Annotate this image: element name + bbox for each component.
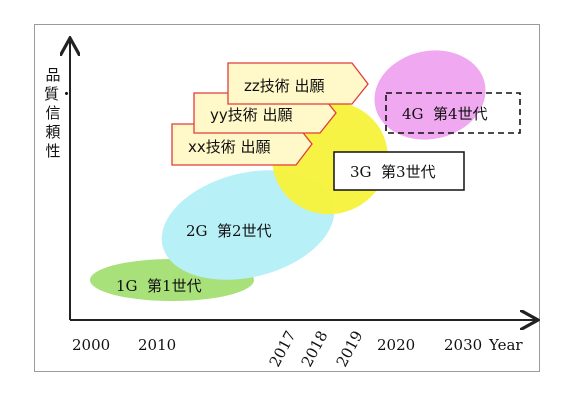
- gen1-label: 1G 第1世代: [116, 277, 202, 295]
- application-zz-arrow: zz技術 出願: [227, 62, 369, 105]
- gen4-ellipse: [374, 50, 486, 140]
- x-tick-2030: 2030: [444, 336, 482, 354]
- x-tick-2018: 2018: [298, 328, 332, 370]
- gen4-label: 4G 第4世代: [402, 105, 488, 123]
- gen2-label: 2G 第2世代: [186, 222, 272, 240]
- application-yy-label: yy技術 出願: [210, 106, 293, 124]
- gen3-label-box: [333, 151, 465, 191]
- gen4-label-box: [385, 92, 521, 134]
- gen3-label: 3G 第3世代: [350, 163, 436, 181]
- y-axis-label: 品質・信頼性: [44, 66, 75, 160]
- application-xx-label: xx技術 出願: [188, 138, 271, 156]
- x-tick-2010: 2010: [138, 336, 176, 354]
- application-zz-label: zz技術 出願: [244, 77, 325, 95]
- x-tick-2020: 2020: [377, 336, 415, 354]
- x-tick-2000: 2000: [72, 336, 110, 354]
- x-tick-2017: 2017: [266, 328, 300, 370]
- x-tick-2019: 2019: [333, 328, 367, 370]
- x-axis-unit: Year: [488, 336, 523, 354]
